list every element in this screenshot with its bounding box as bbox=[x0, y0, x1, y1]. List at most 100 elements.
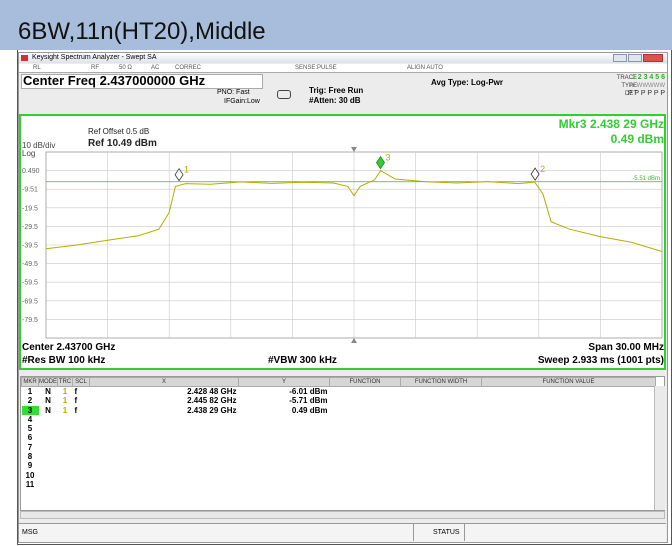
table-cell bbox=[330, 452, 401, 461]
table-cell bbox=[58, 452, 73, 461]
y-tick-label: -79.5 bbox=[22, 317, 38, 324]
close-button[interactable] bbox=[643, 54, 663, 62]
center-marker-bottom bbox=[351, 338, 357, 343]
table-cell bbox=[482, 415, 656, 424]
table-cell: f bbox=[74, 387, 78, 396]
sweep: Sweep 2.933 ms (1001 pts) bbox=[538, 355, 664, 366]
table-cell bbox=[39, 443, 58, 452]
marker-row: 5 bbox=[22, 424, 656, 433]
setting: SENSE:PULSE bbox=[295, 65, 337, 71]
marker-row: 4 bbox=[22, 415, 656, 424]
center-freq-box bbox=[21, 74, 263, 89]
table-cell: 11 bbox=[25, 479, 35, 489]
table-cell: 0.49 dBm bbox=[291, 405, 328, 415]
table-cell: 1 bbox=[62, 387, 68, 396]
window-title: Keysight Spectrum Analyzer - Swept SA bbox=[32, 54, 157, 61]
plot-frame bbox=[19, 114, 666, 370]
table-cell: 1 bbox=[62, 405, 68, 415]
horizontal-scrollbar[interactable] bbox=[20, 511, 665, 519]
table-cell bbox=[73, 424, 90, 433]
table-cell bbox=[401, 387, 482, 397]
column-header: FUNCTION bbox=[329, 377, 401, 387]
table-cell: 1 bbox=[62, 396, 68, 406]
setting: AC bbox=[151, 65, 160, 71]
marker-label: 1 bbox=[184, 165, 189, 175]
table-cell bbox=[482, 406, 656, 415]
table-cell bbox=[239, 433, 330, 442]
marker-row: 1 N 1 f 2.428 48 GHz -6.01 dBm bbox=[22, 387, 656, 397]
table-cell bbox=[401, 471, 482, 480]
trigger-icon bbox=[277, 90, 291, 99]
table-cell bbox=[58, 443, 73, 452]
marker-table: MKR MODE TRC SCL X Y FUNCTION FUNCTION WIDTH FUN… bbox=[20, 376, 665, 511]
table-cell: f bbox=[74, 396, 78, 406]
table-cell bbox=[39, 424, 58, 433]
y-tick-label: -39.5 bbox=[22, 243, 38, 250]
maximize-button[interactable] bbox=[628, 54, 642, 62]
vbw: #VBW 300 kHz bbox=[268, 355, 337, 366]
table-cell bbox=[401, 406, 482, 415]
table-cell bbox=[482, 387, 656, 397]
table-cell: 8 bbox=[27, 452, 33, 462]
column-header: FUNCTION VALUE bbox=[481, 377, 656, 387]
table-cell bbox=[330, 461, 401, 470]
table-cell bbox=[239, 461, 330, 470]
table-cell bbox=[330, 396, 401, 405]
column-header: FUNCTION WIDTH bbox=[400, 377, 482, 387]
table-cell: 1 bbox=[27, 387, 33, 396]
table-cell bbox=[58, 433, 73, 442]
table-cell bbox=[482, 424, 656, 433]
marker-grid: MKR MODE TRC SCL X Y FUNCTION FUNCTION WIDTH FUN… bbox=[21, 377, 656, 489]
ref-level: Ref 10.49 dBm bbox=[88, 138, 157, 149]
table-cell bbox=[401, 461, 482, 470]
msg: MSG bbox=[22, 529, 38, 536]
table-cell bbox=[330, 443, 401, 452]
table-cell bbox=[482, 471, 656, 480]
table-cell bbox=[39, 452, 58, 461]
y-tick-label: -69.5 bbox=[22, 298, 38, 305]
table-cell bbox=[330, 415, 401, 424]
table-cell bbox=[39, 471, 58, 480]
scale: 10 dB/div bbox=[22, 141, 55, 150]
vertical-scrollbar[interactable] bbox=[654, 386, 665, 510]
table-cell: 2.438 29 GHz bbox=[187, 405, 237, 415]
table-cell bbox=[73, 443, 90, 452]
atten: #Atten: 30 dB bbox=[309, 96, 361, 105]
type-label: TYPE bbox=[621, 83, 637, 89]
table-cell bbox=[482, 433, 656, 442]
table-cell: 3 bbox=[21, 405, 39, 415]
table-cell: 9 bbox=[27, 461, 33, 471]
marker-label: 2 bbox=[540, 164, 545, 174]
marker bbox=[376, 155, 385, 170]
table-cell: 10 bbox=[25, 470, 35, 480]
trace-nums: 1 2 3 4 5 6 bbox=[631, 74, 665, 81]
table-cell bbox=[482, 443, 656, 452]
y-tick-label: -29.5 bbox=[22, 224, 38, 231]
y-tick-label: -59.5 bbox=[22, 280, 38, 287]
status-bar: MSG STATUS bbox=[19, 523, 666, 542]
column-header: TRC bbox=[57, 377, 73, 387]
column-header: SCL bbox=[72, 377, 90, 387]
table-cell: f bbox=[74, 405, 78, 415]
res-bw: #Res BW 100 kHz bbox=[22, 355, 105, 366]
table-cell bbox=[330, 480, 401, 489]
setting: 50 Ω bbox=[119, 65, 132, 71]
minimize-button[interactable] bbox=[613, 54, 627, 62]
y-tick-label: -9.51 bbox=[22, 187, 38, 194]
marker-row: 7 bbox=[22, 443, 656, 452]
table-cell bbox=[330, 406, 401, 415]
table-cell: N bbox=[45, 405, 51, 415]
setting: CORREC bbox=[175, 65, 202, 71]
table-cell bbox=[401, 433, 482, 442]
table-cell bbox=[58, 415, 73, 424]
marker-row: 9 bbox=[22, 461, 656, 470]
det-vals: P P P P P P bbox=[627, 90, 665, 97]
table-cell bbox=[39, 461, 58, 470]
table-cell bbox=[73, 415, 90, 424]
pno: PNO: Fast bbox=[217, 89, 250, 96]
ifgain: IFGain:Low bbox=[224, 98, 260, 105]
table-cell bbox=[90, 433, 239, 442]
header-row: MKR MODE TRC SCL X Y FUNCTION FUNCTION WIDTH FUN… bbox=[21, 377, 656, 387]
table-cell bbox=[401, 396, 482, 405]
